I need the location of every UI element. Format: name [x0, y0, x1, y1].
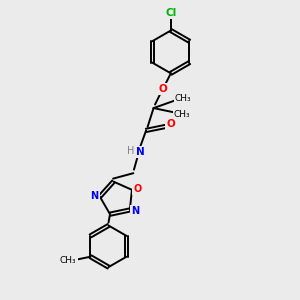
Text: N: N — [136, 147, 145, 157]
Text: O: O — [166, 119, 175, 129]
Text: Cl: Cl — [165, 8, 176, 18]
Text: CH₃: CH₃ — [174, 110, 190, 118]
Text: N: N — [91, 191, 99, 201]
Text: N: N — [131, 206, 139, 216]
Text: O: O — [133, 184, 141, 194]
Text: CH₃: CH₃ — [175, 94, 191, 103]
Text: CH₃: CH₃ — [60, 256, 76, 265]
Text: H: H — [127, 146, 134, 156]
Text: O: O — [158, 84, 167, 94]
